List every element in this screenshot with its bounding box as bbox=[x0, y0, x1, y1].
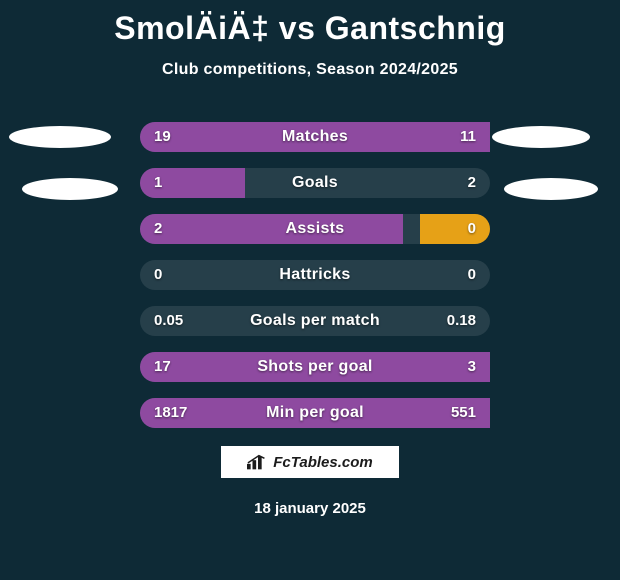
comparison-rows: 1911Matches 12Goals 20Assists 00Hattricks 0.… bbox=[140, 122, 490, 444]
metric-label: Shots per goal bbox=[140, 352, 490, 382]
metric-label: Min per goal bbox=[140, 398, 490, 428]
branding-badge: FcTables.com bbox=[220, 445, 400, 479]
bars-icon bbox=[247, 454, 269, 470]
stat-row: 00Hattricks bbox=[140, 260, 490, 290]
page-title: SmolÄiÄ‡ vs Gantschnig bbox=[0, 0, 620, 47]
branding-text: FcTables.com bbox=[273, 454, 372, 471]
stat-row: 1817551Min per goal bbox=[140, 398, 490, 428]
stat-row: 1911Matches bbox=[140, 122, 490, 152]
metric-label: Goals bbox=[140, 168, 490, 198]
metric-label: Hattricks bbox=[140, 260, 490, 290]
metric-label: Assists bbox=[140, 214, 490, 244]
date-label: 18 january 2025 bbox=[0, 500, 620, 517]
decorative-ellipse bbox=[504, 178, 598, 200]
stat-row: 12Goals bbox=[140, 168, 490, 198]
decorative-ellipse bbox=[22, 178, 118, 200]
decorative-ellipse bbox=[9, 126, 111, 148]
stat-row: 20Assists bbox=[140, 214, 490, 244]
decorative-ellipse bbox=[492, 126, 590, 148]
metric-label: Matches bbox=[140, 122, 490, 152]
stat-row: 0.050.18Goals per match bbox=[140, 306, 490, 336]
stat-row: 173Shots per goal bbox=[140, 352, 490, 382]
subtitle: Club competitions, Season 2024/2025 bbox=[0, 61, 620, 79]
metric-label: Goals per match bbox=[140, 306, 490, 336]
